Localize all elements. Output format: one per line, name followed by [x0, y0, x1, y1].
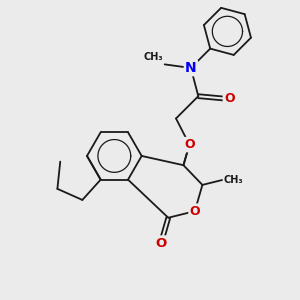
Text: CH₃: CH₃ — [224, 175, 243, 185]
Text: O: O — [184, 138, 195, 151]
Text: N: N — [185, 61, 197, 75]
Text: O: O — [190, 205, 200, 218]
Text: CH₃: CH₃ — [144, 52, 163, 62]
Text: O: O — [224, 92, 235, 105]
Text: O: O — [155, 237, 167, 250]
